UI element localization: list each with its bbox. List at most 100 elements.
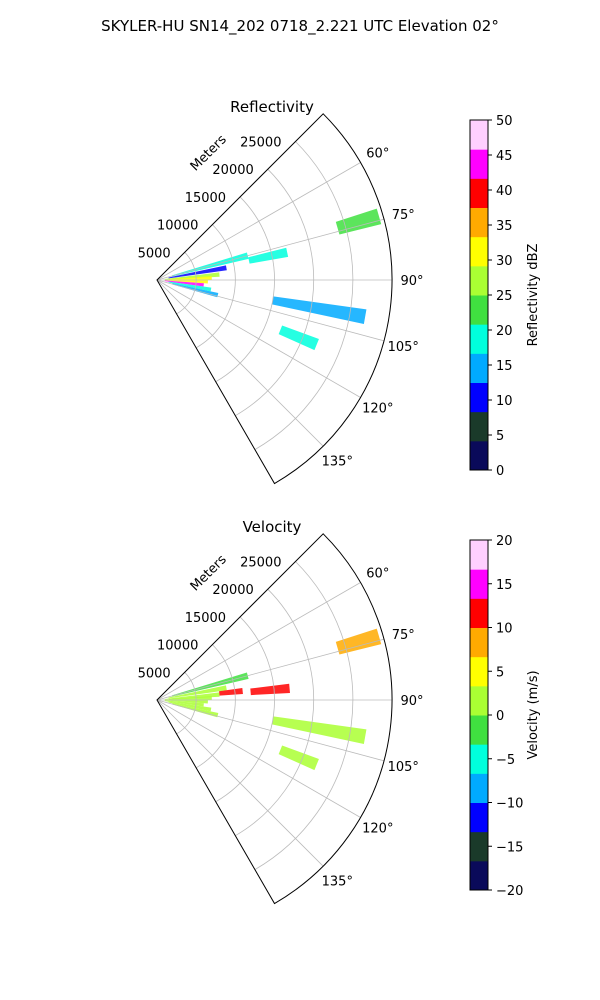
echo-12 [278, 745, 319, 771]
colorbar-tick-label: 0 [496, 464, 504, 479]
theta-tick-label: 105° [388, 760, 419, 775]
range-ring [235, 588, 315, 837]
colorbar-tick-label: 5 [496, 665, 504, 680]
colorbar-tick-label: 15 [496, 578, 513, 593]
theta-tick-label: 135° [322, 454, 353, 469]
range-ring [215, 616, 275, 803]
theta-tick-label: 90° [400, 274, 423, 289]
theta-tick-label: 120° [362, 401, 393, 416]
echo-11 [278, 325, 319, 351]
theta-tick-label: 135° [322, 874, 353, 889]
colorbar-tick-label: −20 [496, 884, 523, 899]
range-tick-label: 5000 [138, 666, 171, 681]
colorbar-segment [470, 627, 488, 658]
echo-8 [219, 688, 243, 696]
range-ring [176, 672, 197, 735]
range-ring [195, 644, 236, 769]
radial-line [156, 699, 385, 762]
theta-tick-label: 75° [392, 208, 415, 223]
echo-9 [335, 208, 382, 235]
colorbar-segment [470, 860, 488, 891]
range-ring [195, 224, 236, 349]
range-tick-label: 15000 [185, 191, 226, 206]
range-tick-label: 20000 [212, 583, 253, 598]
colorbar-tick-label: 20 [496, 324, 513, 339]
echo-4 [164, 700, 208, 704]
echo-10 [271, 296, 367, 324]
colorbar-tick-label: −15 [496, 840, 523, 855]
radial-line [156, 582, 361, 701]
colorbar-segment [470, 411, 488, 442]
colorbar-segment [470, 149, 488, 179]
colorbar-segment [470, 236, 488, 267]
figure-title: SKYLER-HU SN14_202 0718_2.221 UTC Elevat… [101, 17, 499, 36]
colorbar-tick-label: 20 [496, 534, 513, 549]
range-tick-label: 25000 [240, 556, 281, 571]
range-tick-label: 5000 [138, 246, 171, 261]
colorbar-tick-label: 5 [496, 429, 504, 444]
radial-line [156, 279, 361, 398]
radial-line [156, 699, 361, 818]
echo-9 [250, 683, 290, 696]
echo-2 [164, 692, 220, 700]
range-ring [215, 196, 275, 383]
colorbar-tick-label: 50 [496, 114, 513, 129]
theta-tick-label: 60° [366, 567, 389, 582]
range-tick-label: 10000 [157, 219, 198, 234]
colorbar-segment [470, 802, 488, 833]
colorbar-segment [470, 656, 488, 687]
range-tick-label: 20000 [212, 163, 253, 178]
echo-3 [168, 276, 212, 280]
echo-10 [335, 628, 382, 655]
sector-outline [156, 533, 393, 905]
colorbar-tick-label: 15 [496, 359, 513, 374]
colorbar-segment [470, 685, 488, 716]
range-tick-label: 10000 [157, 639, 198, 654]
echo-6 [168, 281, 212, 292]
range-ring [235, 168, 315, 417]
echo-2 [164, 272, 220, 280]
velocity-panel: Velocity 60° 75° 90° 105° 120° 135° 5000 10000 15… [138, 518, 541, 905]
colorbar-label: Reflectivity dBZ [526, 244, 541, 347]
colorbar-segment [470, 295, 488, 325]
echo-4 [164, 280, 208, 284]
theta-tick-label: 105° [388, 340, 419, 355]
polar-grid [156, 141, 392, 450]
colorbar-segment [470, 715, 488, 745]
radial-line [156, 279, 324, 447]
range-ring [254, 141, 354, 450]
colorbar-tick-label: 45 [496, 149, 513, 164]
range-ring [254, 561, 354, 870]
echo-5 [164, 700, 204, 707]
colorbar-tick-label: 35 [496, 219, 513, 234]
colorbar-tick-label: −5 [496, 753, 515, 768]
colorbar-segment [470, 353, 488, 383]
reflectivity-panel: Reflectivity60°75°90°105°120°135°5000100… [138, 98, 541, 485]
colorbar: 0 5 10 15 20 25 30 35 40 45 50 Reflectivity dBZ [469, 114, 541, 479]
colorbar-segment [470, 540, 488, 570]
radial-line [156, 162, 361, 281]
panel-title: Velocity [243, 518, 302, 536]
echo-5 [164, 280, 204, 287]
colorbar-segment [470, 207, 488, 238]
radial-line [156, 218, 385, 281]
colorbar-tick-label: 30 [496, 254, 513, 269]
colorbar-segment [470, 569, 488, 599]
range-ring [176, 252, 197, 315]
colorbar-segment [470, 831, 488, 862]
colorbar-segment [470, 265, 488, 296]
echo-1 [168, 265, 227, 279]
colorbar-segment [470, 382, 488, 413]
echo-3 [168, 696, 212, 700]
radial-line [156, 279, 385, 342]
theta-tick-label: 75° [392, 628, 415, 643]
colorbar-label: Velocity (m/s) [526, 670, 541, 759]
colorbar-segment [470, 440, 488, 471]
echo-8 [248, 247, 289, 264]
colorbar-segment [470, 178, 488, 208]
theta-tick-label: 90° [400, 694, 423, 709]
colorbar-tick-label: 0 [496, 709, 504, 724]
colorbar: −20 −15 −10 −5 0 5 10 15 20 Velocity (m/s) [469, 534, 541, 899]
range-tick-label: 15000 [185, 611, 226, 626]
